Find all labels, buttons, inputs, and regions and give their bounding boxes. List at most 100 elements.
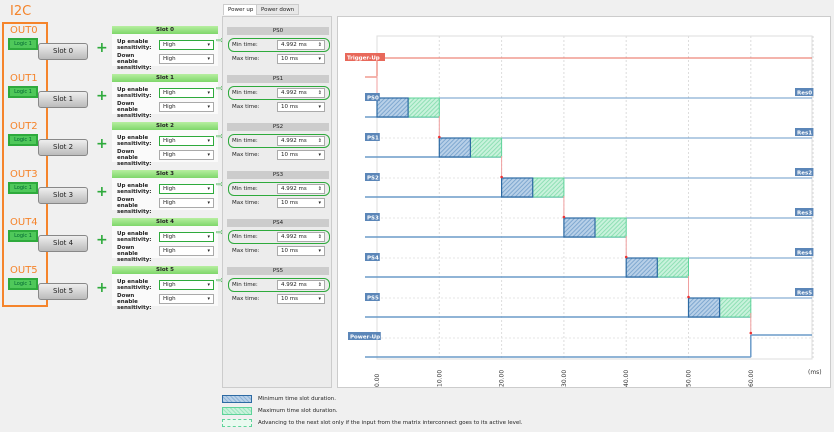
ps-title: PS3 xyxy=(227,171,329,179)
up-label: Up enable sensitivity: xyxy=(117,135,152,147)
logic-chip[interactable]: Logic 1 xyxy=(8,182,38,194)
slot-button[interactable]: Slot 3 xyxy=(38,187,88,204)
logic-chip[interactable]: Logic 1 xyxy=(8,230,38,242)
min-time-label: Min time: xyxy=(232,42,258,48)
ps-title: PS0 xyxy=(227,27,329,35)
plus-icon: + xyxy=(96,88,108,104)
highlight-frame xyxy=(228,182,330,196)
res-label: Res4 xyxy=(797,251,812,257)
ps-panel: PS4 Min time: 4.992 ms ⇕ Max time: 10 ms ▾ xyxy=(227,219,330,257)
max-time-select[interactable]: 10 ms ▾ xyxy=(277,246,325,256)
ps-panel: PS0 Min time: 4.992 ms ⇕ Max time: 10 ms ▾ xyxy=(227,27,330,65)
plus-icon: + xyxy=(96,184,108,200)
up-sensitivity-select[interactable]: High ▾ xyxy=(159,136,214,146)
up-sensitivity-select[interactable]: High ▾ xyxy=(159,232,214,242)
min-time-label: Min time: xyxy=(232,186,258,192)
up-value: High xyxy=(163,42,176,48)
slot-button[interactable]: Slot 4 xyxy=(38,235,88,252)
slot-title: Slot 5 xyxy=(112,266,218,274)
up-label: Up enable sensitivity: xyxy=(117,231,152,243)
max-duration-bar xyxy=(407,97,440,118)
legend: Minimum time slot duration. Maximum time… xyxy=(222,395,622,429)
arrow-right-icon: ⇨ xyxy=(216,84,224,94)
min-time-spinbox[interactable]: 4.992 ms ⇕ xyxy=(277,136,325,146)
chevron-down-icon: ▾ xyxy=(207,186,210,192)
res-label: Res5 xyxy=(797,291,812,297)
dependency-marker xyxy=(500,175,503,179)
down-sensitivity-select[interactable]: High ▾ xyxy=(159,294,214,304)
highlight-frame xyxy=(228,134,330,148)
slot-button[interactable]: Slot 1 xyxy=(38,91,88,108)
slot-panel: Slot 0 Up enable sensitivity: High ▾ Down… xyxy=(112,26,218,71)
slot-label-bg xyxy=(365,173,380,181)
down-label: Down enable sensitivity: xyxy=(117,101,152,119)
slot-title: Slot 2 xyxy=(112,122,218,130)
min-time-spinbox[interactable]: 4.992 ms ⇕ xyxy=(277,88,325,98)
res-label-bg xyxy=(795,88,814,96)
slot-button[interactable]: Slot 0 xyxy=(38,43,88,60)
timing-chart-panel: 0.00 10.00 20.00 30.00 40.00 50.00 60.00 (ms) Tr… xyxy=(337,16,831,388)
max-time-value: 10 ms xyxy=(281,296,298,302)
up-sensitivity-select[interactable]: High ▾ xyxy=(159,40,214,50)
x-tick-label: 50.00 xyxy=(686,370,693,387)
res-label: Res3 xyxy=(797,211,812,217)
down-sensitivity-select[interactable]: High ▾ xyxy=(159,102,214,112)
slot-title: Slot 4 xyxy=(112,218,218,226)
highlight-frame xyxy=(228,38,330,52)
min-time-label: Min time: xyxy=(232,138,258,144)
up-label: Up enable sensitivity: xyxy=(117,279,152,291)
spin-icon: ⇕ xyxy=(317,90,322,96)
max-duration-bar xyxy=(656,257,690,278)
max-time-select[interactable]: 10 ms ▾ xyxy=(277,198,325,208)
min-time-spinbox[interactable]: 4.992 ms ⇕ xyxy=(277,184,325,194)
min-time-value: 4.992 ms xyxy=(281,234,307,240)
max-time-value: 10 ms xyxy=(281,248,298,254)
max-time-select[interactable]: 10 ms ▾ xyxy=(277,294,325,304)
logic-chip[interactable]: Logic 1 xyxy=(8,278,38,290)
highlight-frame xyxy=(228,86,330,100)
min-time-spinbox[interactable]: 4.992 ms ⇕ xyxy=(277,232,325,242)
down-value: High xyxy=(163,152,176,158)
min-time-spinbox[interactable]: 4.992 ms ⇕ xyxy=(277,40,325,50)
min-time-spinbox[interactable]: 4.992 ms ⇕ xyxy=(277,280,325,290)
chevron-down-icon: ▾ xyxy=(318,104,321,110)
chevron-down-icon: ▾ xyxy=(207,104,210,110)
arrow-right-icon: ⇨ xyxy=(216,36,224,46)
res-label-bg xyxy=(795,288,814,296)
down-sensitivity-select[interactable]: High ▾ xyxy=(159,198,214,208)
up-sensitivity-select[interactable]: High ▾ xyxy=(159,184,214,194)
dependency-marker xyxy=(749,331,753,335)
logic-chip[interactable]: Logic 1 xyxy=(8,86,38,98)
up-value: High xyxy=(163,138,176,144)
up-sensitivity-select[interactable]: High ▾ xyxy=(159,280,214,290)
up-value: High xyxy=(163,234,176,240)
tab-power-up[interactable]: Power up xyxy=(223,4,259,15)
min-time-value: 4.992 ms xyxy=(281,42,307,48)
tab-power-down[interactable]: Power down xyxy=(256,4,300,15)
slot-label-bg xyxy=(365,133,380,141)
slot-label: PS3 xyxy=(367,216,379,222)
chevron-down-icon: ▾ xyxy=(207,56,210,62)
down-sensitivity-select[interactable]: High ▾ xyxy=(159,150,214,160)
max-time-select[interactable]: 10 ms ▾ xyxy=(277,102,325,112)
max-time-select[interactable]: 10 ms ▾ xyxy=(277,150,325,160)
slot-button[interactable]: Slot 5 xyxy=(38,283,88,300)
up-sensitivity-select[interactable]: High ▾ xyxy=(159,88,214,98)
slot-title: Slot 3 xyxy=(112,170,218,178)
max-time-select[interactable]: 10 ms ▾ xyxy=(277,54,325,64)
slot-button[interactable]: Slot 2 xyxy=(38,139,88,156)
min-duration-bar xyxy=(687,297,721,318)
down-sensitivity-select[interactable]: High ▾ xyxy=(159,246,214,256)
max-time-label: Max time: xyxy=(232,152,260,158)
down-sensitivity-select[interactable]: High ▾ xyxy=(159,54,214,64)
chevron-down-icon: ▾ xyxy=(207,282,210,288)
logic-chip[interactable]: Logic 1 xyxy=(8,134,38,146)
logic-chip[interactable]: Logic 1 xyxy=(8,38,38,50)
up-value: High xyxy=(163,186,176,192)
chevron-down-icon: ▾ xyxy=(207,234,210,240)
slot-panel: Slot 5 Up enable sensitivity: High ▾ Down… xyxy=(112,266,218,311)
up-value: High xyxy=(163,90,176,96)
output-label: OUT1 xyxy=(10,73,38,84)
x-tick-label: 30.00 xyxy=(561,370,568,387)
max-time-label: Max time: xyxy=(232,104,260,110)
